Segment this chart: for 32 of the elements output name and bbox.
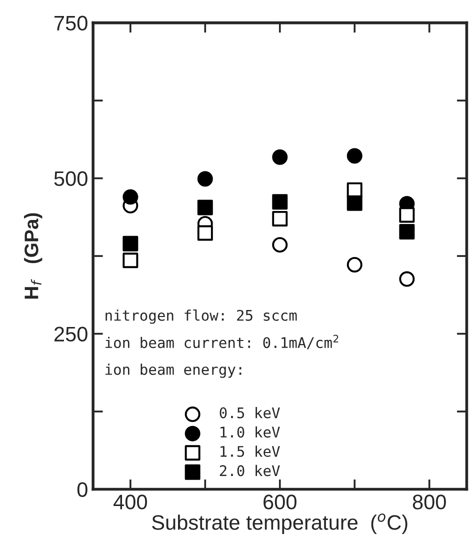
y-tick-label: 750 (54, 16, 88, 31)
x-tick-label: 800 (412, 494, 446, 510)
point (272, 210, 288, 226)
point (272, 237, 288, 253)
point (122, 236, 138, 252)
x-axis-title: Substrate temperature ($^{o}$C) (152, 514, 408, 534)
point (197, 200, 213, 216)
point (272, 149, 288, 165)
y-tick-label: 0 (77, 482, 88, 497)
point (122, 189, 138, 205)
point (346, 148, 362, 164)
legend-label: 1.5 keV (220, 446, 280, 457)
x-tick-label: 600 (264, 494, 296, 510)
legend-label: 0.5 keV (220, 407, 280, 418)
x-tick-label: 400 (114, 494, 147, 510)
point (399, 224, 415, 240)
point (272, 194, 288, 210)
legend-label: 2.0 keV (220, 464, 280, 476)
point (197, 225, 213, 241)
annotation: ion beam current: 0.1mA/cm$^{2}$ (106, 334, 338, 350)
legend-label: 1.0 keV (220, 426, 280, 438)
y-tick-label: 500 (54, 171, 88, 186)
point (346, 256, 362, 272)
point (399, 271, 415, 287)
y-tick-label: 250 (54, 326, 88, 342)
point (122, 252, 138, 268)
point (399, 207, 415, 223)
point (197, 171, 213, 187)
point (346, 195, 362, 211)
y-axis-title: H$_{f}$ (GPa) (24, 213, 42, 299)
annotation: nitrogen flow: 25 sccm (106, 310, 297, 324)
annotation: ion beam energy: (106, 364, 242, 378)
